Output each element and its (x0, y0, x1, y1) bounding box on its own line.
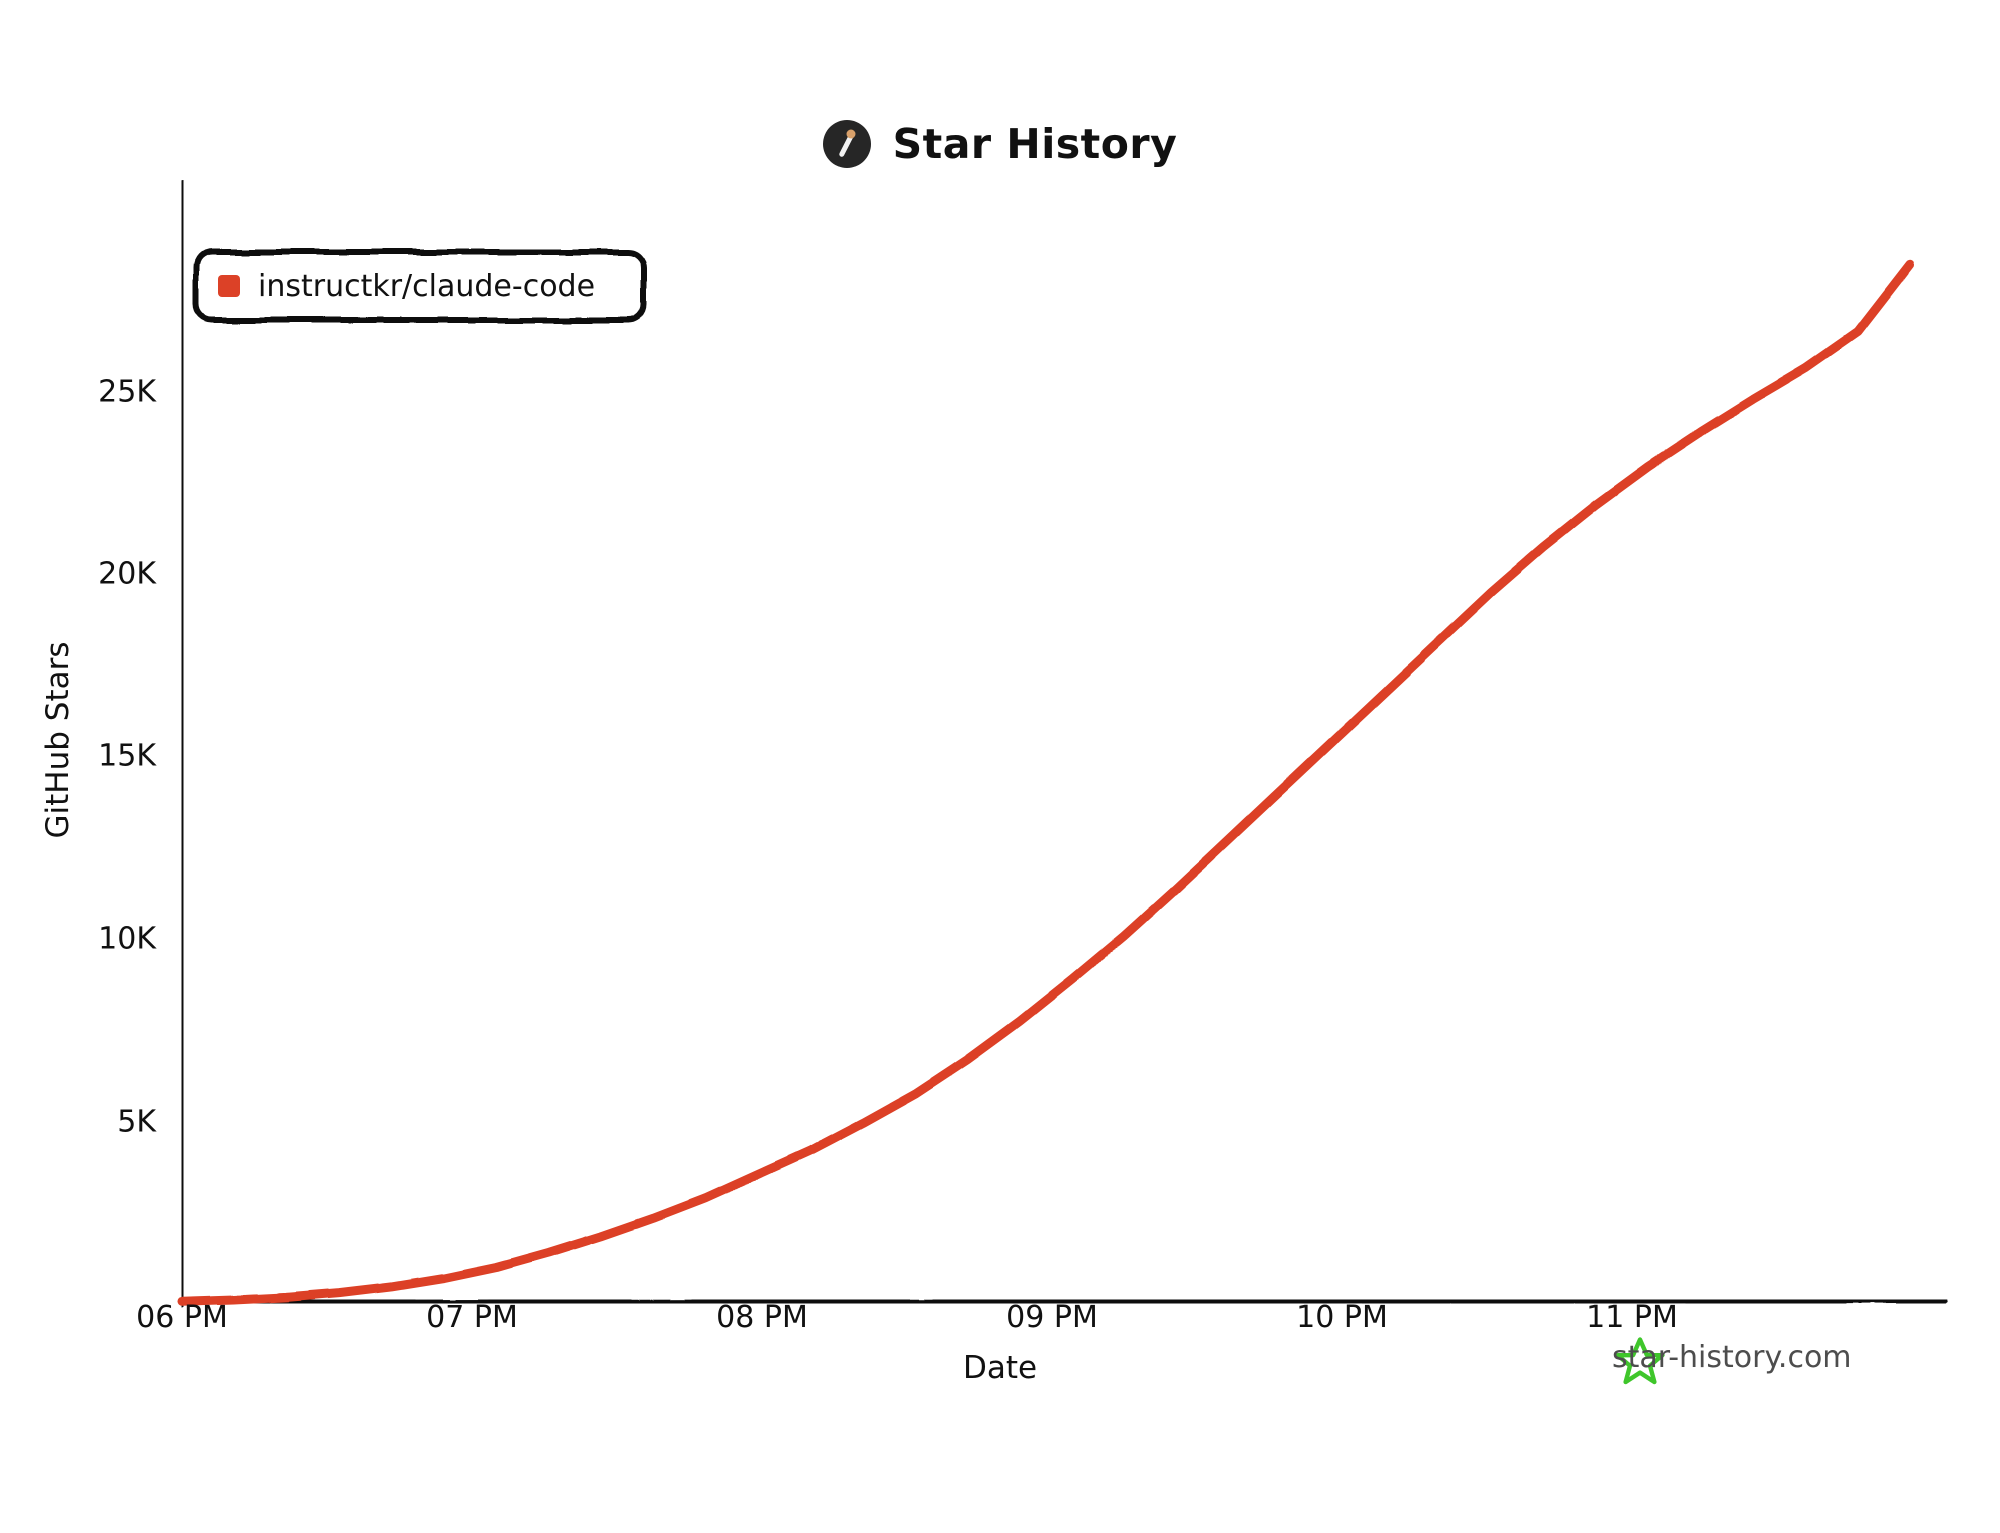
y-tick-label: 5K (117, 1104, 156, 1140)
y-tick-label: 20K (98, 556, 156, 592)
y-tick-label: 25K (98, 374, 156, 410)
x-tick-label: 07 PM (426, 1300, 518, 1335)
y-tick-label: 15K (98, 738, 156, 774)
x-axis-title: Date (962, 1350, 1038, 1386)
y-axis-title: GitHub Stars (40, 641, 76, 839)
watermark[interactable]: star-history.com (1612, 1340, 1852, 1375)
legend[interactable]: instructkr/claude-code (196, 252, 644, 320)
x-tick-label: 08 PM (716, 1300, 808, 1335)
x-axis-line (178, 1296, 1949, 1307)
page-title: Star History (892, 120, 1178, 168)
x-tick-label: 06 PM (136, 1300, 228, 1335)
series-line-instructkr-claude-code (177, 259, 1915, 1307)
y-tick-label: 10K (98, 921, 156, 957)
legend-label-instructkr-claude-code: instructkr/claude-code (258, 268, 596, 304)
legend-swatch-instructkr-claude-code (218, 275, 240, 297)
x-tick-label: 11 PM (1586, 1300, 1678, 1335)
x-tick-label: 09 PM (1006, 1300, 1098, 1335)
green-star-icon (1615, 1337, 1665, 1385)
chart-title-block: Star History (0, 120, 2000, 168)
legend-frame (193, 249, 647, 323)
watermark-label: star-history.com (1612, 1340, 1852, 1375)
x-tick-label: 10 PM (1296, 1300, 1388, 1335)
y-axis-line (178, 180, 187, 1308)
matchstick-icon (822, 120, 871, 168)
